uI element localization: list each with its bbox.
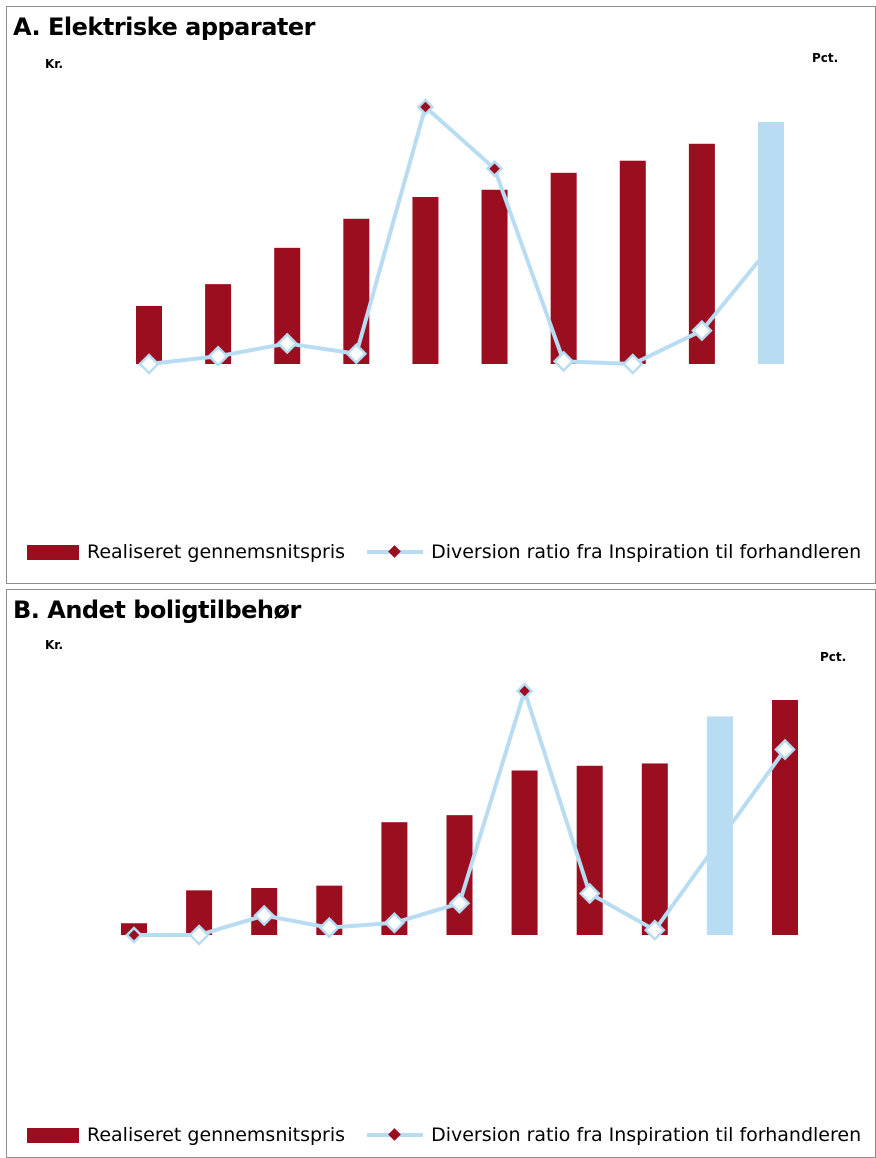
highlight-bar: [758, 122, 784, 364]
panel-electrical-appliances: A. Elektriske apparater Kr. Pct. Realise…: [6, 6, 876, 584]
panel-a-plot: [136, 98, 784, 375]
diversion-point: [515, 682, 534, 700]
diversion-point: [276, 332, 298, 355]
panel-a-left-unit: Kr.: [45, 57, 64, 71]
diversion-point: [188, 924, 210, 946]
diversion-point: [253, 904, 275, 927]
diversion-point: [691, 319, 713, 342]
diversion-point: [448, 892, 471, 915]
diversion-ratio-line: [134, 689, 787, 937]
legend-line-swatch: [367, 544, 424, 560]
diversion-point: [416, 98, 435, 116]
price-bar: [511, 770, 538, 935]
panel-b-title: B. Andet boligtilbehør: [13, 596, 301, 624]
diversion-point: [345, 342, 368, 365]
legend-bar-swatch: [27, 1127, 79, 1143]
price-bar: [772, 700, 798, 935]
legend-line-label: Diversion ratio fra Inspiration til forh…: [431, 541, 862, 563]
panel-a-legend: Realiseret gennemsnitspris Diversion rat…: [27, 541, 861, 563]
diversion-point: [644, 919, 666, 941]
diversion-point: [774, 738, 796, 761]
legend-line-label: Diversion ratio fra Inspiration til forh…: [431, 1124, 862, 1146]
diversion-ratio-line: [148, 105, 773, 366]
panel-other-home-accessories: B. Andet boligtilbehør Kr. Pct. Realiser…: [6, 589, 876, 1158]
price-bar: [412, 197, 439, 364]
legend-bar-swatch: [27, 544, 79, 560]
panel-b-plot: [121, 682, 798, 946]
price-bar: [343, 218, 370, 364]
diversion-point: [125, 926, 143, 944]
diversion-point: [207, 345, 229, 368]
diversion-point: [383, 912, 406, 934]
diversion-point: [622, 353, 644, 375]
panel-a-title: A. Elektriske apparater: [13, 13, 316, 41]
price-bar: [576, 765, 603, 935]
diversion-point: [138, 353, 160, 375]
diversion-point: [485, 159, 504, 178]
price-bar: [619, 160, 646, 364]
diversion-point: [552, 350, 575, 373]
legend-bar-label: Realiseret gennemsnitspris: [87, 1124, 346, 1146]
legend-line-swatch: [367, 1127, 424, 1143]
diversion-point: [578, 882, 601, 905]
panel-b-right-unit: Pct.: [820, 650, 847, 664]
legend-bar-label: Realiseret gennemsnitspris: [87, 541, 346, 563]
price-bar: [641, 763, 668, 935]
panel-a-right-unit: Pct.: [812, 51, 839, 65]
panel-b-left-unit: Kr.: [45, 638, 64, 652]
diversion-point: [318, 916, 341, 939]
panel-b-legend: Realiseret gennemsnitspris Diversion rat…: [27, 1124, 861, 1146]
price-bar: [481, 189, 508, 364]
